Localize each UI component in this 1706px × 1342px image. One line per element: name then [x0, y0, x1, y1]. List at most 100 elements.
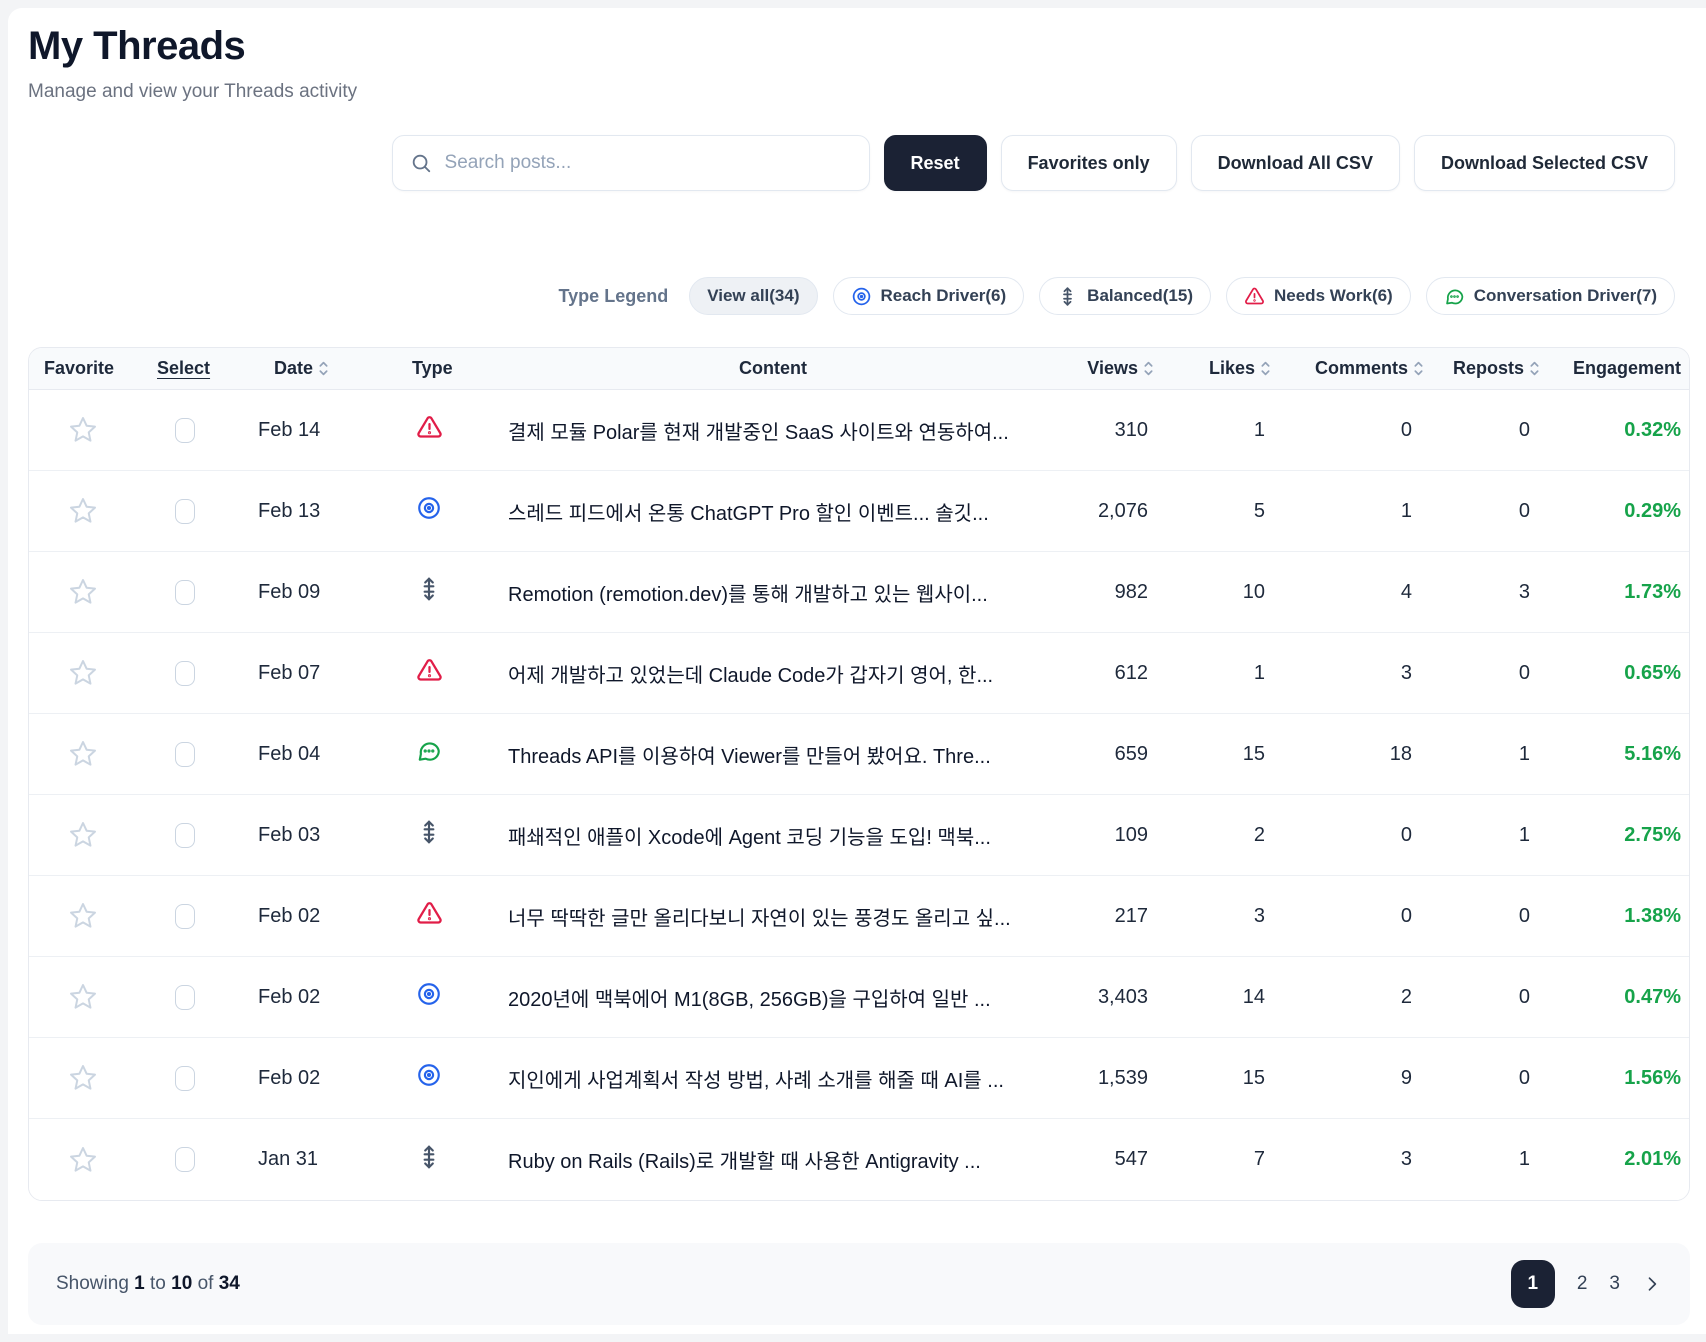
row-reposts: 0 — [1518, 985, 1530, 1008]
row-date: Feb 02 — [258, 1066, 321, 1089]
row-content[interactable]: 2020년에 맥북에어 M1(8GB, 256GB)을 구입하여 일반 ... — [508, 988, 991, 1011]
row-date: Feb 14 — [258, 418, 321, 441]
page-button-1[interactable]: 1 — [1510, 1260, 1555, 1308]
favorite-star-icon[interactable] — [67, 738, 99, 770]
favorite-star-icon[interactable] — [67, 495, 99, 527]
column-label: Likes — [1208, 358, 1255, 378]
type-legend-label: Type Legend — [558, 285, 669, 306]
row-engagement: 5.16% — [1624, 742, 1681, 765]
favorite-star-icon[interactable] — [67, 1062, 99, 1094]
row-checkbox[interactable] — [174, 903, 195, 929]
legend-pill-conversation-driver[interactable]: Conversation Driver(7) — [1425, 277, 1675, 315]
legend-pill-view-all[interactable]: View all(34) — [689, 277, 818, 315]
table-row: Feb 02 지인에게 사업계획서 작성 방법, 사례 소개를 해줄 때 AI를… — [29, 1038, 1689, 1119]
column-header-reposts[interactable]: Reposts — [1436, 358, 1548, 379]
page-button-3[interactable]: 3 — [1609, 1273, 1620, 1294]
row-checkbox[interactable] — [174, 1147, 195, 1172]
row-checkbox[interactable] — [174, 498, 195, 524]
table-row: Feb 04 Threads API를 이용하여 Viewer를 만들어 봤어요… — [29, 714, 1689, 795]
pagination-bar: Showing 1 to 10 of 34 1 2 3 — [28, 1243, 1690, 1325]
favorite-star-icon[interactable] — [67, 819, 99, 851]
favorite-star-icon[interactable] — [67, 576, 99, 608]
row-views: 1,539 — [1097, 1066, 1148, 1089]
pill-label: Reach Driver(6) — [880, 286, 1007, 305]
row-likes: 14 — [1242, 985, 1265, 1008]
row-engagement: 0.65% — [1624, 661, 1681, 684]
row-content[interactable]: Remotion (remotion.dev)를 통해 개발하고 있는 웹사이.… — [508, 583, 988, 606]
pill-label: Balanced(15) — [1087, 286, 1193, 305]
row-reposts: 0 — [1518, 904, 1530, 927]
row-content[interactable]: 지인에게 사업계획서 작성 방법, 사례 소개를 해줄 때 AI를 ... — [508, 1069, 1004, 1092]
next-page-button[interactable] — [1642, 1274, 1662, 1294]
chevron-right-icon — [1648, 1277, 1657, 1291]
column-header-views[interactable]: Views — [1058, 358, 1176, 379]
row-likes: 3 — [1253, 904, 1265, 927]
table-body: Feb 14 결제 모듈 Polar를 현재 개발중인 SaaS 사이트와 연동… — [29, 390, 1689, 1200]
row-content[interactable]: Ruby on Rails (Rails)로 개발할 때 사용한 Antigra… — [508, 1151, 981, 1173]
row-content[interactable]: 스레드 피드에서 온통 ChatGPT Pro 할인 이벤트... 솔깃... — [508, 502, 989, 525]
download-selected-csv-button[interactable]: Download Selected CSV — [1413, 135, 1675, 191]
favorite-star-icon[interactable] — [67, 657, 99, 689]
column-header-likes[interactable]: Likes — [1176, 358, 1289, 379]
page-button-2[interactable]: 2 — [1576, 1273, 1588, 1294]
row-content[interactable]: 패쇄적인 애플이 Xcode에 Agent 코딩 기능을 도입! 맥북... — [508, 826, 991, 849]
sort-icon — [1144, 361, 1153, 376]
row-checkbox[interactable] — [174, 417, 195, 443]
row-engagement: 1.38% — [1624, 904, 1681, 927]
row-views: 109 — [1114, 823, 1148, 846]
reach-driver-icon — [416, 981, 442, 1013]
row-views: 982 — [1114, 580, 1148, 603]
row-content[interactable]: 너무 딱딱한 글만 올리다보니 자연이 있는 풍경도 올리고 싶... — [508, 907, 1011, 930]
pill-label: Conversation Driver(7) — [1473, 286, 1657, 305]
row-content[interactable]: 어제 개발하고 있었는데 Claude Code가 갑자기 영어, 한... — [508, 664, 994, 687]
balanced-icon — [416, 819, 442, 851]
row-date: Feb 13 — [258, 499, 321, 522]
row-checkbox[interactable] — [174, 1065, 195, 1091]
row-content[interactable]: Threads API를 이용하여 Viewer를 만들어 봤어요. Thre.… — [508, 745, 991, 768]
target-icon — [851, 286, 872, 307]
row-reposts: 0 — [1518, 418, 1530, 441]
legend-pill-reach-driver[interactable]: Reach Driver(6) — [832, 277, 1025, 315]
favorite-star-icon[interactable] — [67, 414, 99, 446]
row-engagement: 2.75% — [1624, 823, 1681, 846]
legend-pill-balanced[interactable]: Balanced(15) — [1039, 277, 1211, 315]
alert-triangle-icon — [1244, 286, 1265, 307]
favorites-only-button[interactable]: Favorites only — [1000, 135, 1177, 191]
download-all-csv-button[interactable]: Download All CSV — [1190, 135, 1400, 191]
row-likes: 5 — [1253, 499, 1265, 522]
favorite-star-icon[interactable] — [67, 1144, 99, 1176]
row-content[interactable]: 결제 모듈 Polar를 현재 개발중인 SaaS 사이트와 연동하여... — [508, 421, 1009, 444]
pill-label: View all(34) — [707, 286, 800, 305]
row-date: Feb 09 — [258, 580, 321, 603]
row-checkbox[interactable] — [174, 984, 195, 1010]
reset-button[interactable]: Reset — [883, 135, 987, 191]
row-checkbox[interactable] — [174, 579, 195, 605]
row-comments: 3 — [1400, 1148, 1412, 1170]
showing-to-word: to — [150, 1273, 166, 1294]
row-views: 2,076 — [1097, 499, 1148, 522]
sort-icon — [319, 361, 328, 376]
row-checkbox[interactable] — [174, 741, 195, 767]
column-header-engagement: Engagement — [1572, 358, 1681, 378]
row-engagement: 1.56% — [1624, 1066, 1681, 1089]
vertical-arrows-icon — [1057, 286, 1078, 307]
needs-work-icon — [416, 900, 443, 933]
column-label: Date — [274, 358, 314, 378]
row-likes: 15 — [1242, 1066, 1265, 1089]
favorite-star-icon[interactable] — [67, 981, 99, 1013]
column-header-select[interactable]: Select — [157, 358, 211, 378]
row-engagement: 0.47% — [1624, 985, 1681, 1008]
favorite-star-icon[interactable] — [67, 900, 99, 932]
column-header-date[interactable]: Date — [232, 358, 370, 379]
column-header-comments[interactable]: Comments — [1289, 358, 1436, 379]
row-checkbox[interactable] — [174, 822, 195, 848]
row-date: Feb 04 — [258, 742, 321, 765]
balanced-icon — [416, 1144, 442, 1176]
row-engagement: 2.01% — [1624, 1148, 1681, 1170]
legend-pill-needs-work[interactable]: Needs Work(6) — [1226, 277, 1411, 315]
row-views: 612 — [1114, 661, 1148, 684]
row-comments: 0 — [1400, 418, 1412, 441]
needs-work-icon — [416, 414, 443, 447]
search-input[interactable] — [391, 135, 870, 191]
row-checkbox[interactable] — [174, 660, 195, 686]
